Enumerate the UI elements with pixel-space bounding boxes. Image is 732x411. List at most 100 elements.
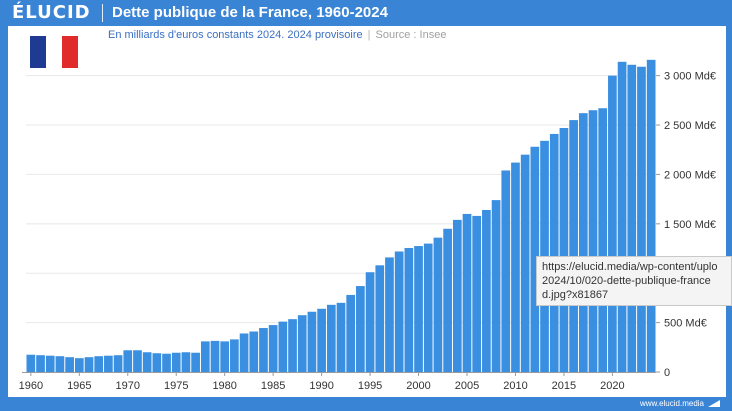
bar [520,154,530,372]
bar [65,357,74,372]
bar [637,66,646,372]
header-divider [102,4,103,22]
bar [200,341,210,372]
footer-bar: www.elucid.media [0,397,732,411]
source-text: Source : Insee [375,29,447,41]
chart-subtitle: En milliards d'euros constants 2024. 202… [108,29,446,42]
x-tick-label: 2015 [552,380,576,392]
bar [511,162,520,372]
bar [385,257,394,372]
bar [133,350,142,372]
bar [404,248,414,372]
bar [152,353,162,372]
subtitle-separator: | [367,29,371,41]
url-tooltip: https://elucid.media/wp-content/uplo 202… [536,256,732,306]
bar [346,294,356,372]
bar [45,355,55,372]
bar [356,286,365,372]
header-bar: ÉLUCID Dette publique de la France, 1960… [0,0,732,26]
bar [627,64,637,372]
y-tick-label: 1 500 Md€ [664,219,716,231]
bar [559,127,569,372]
bar [104,355,113,372]
x-tick-label: 2010 [503,380,527,392]
bar [336,302,346,372]
chart-title: Dette publique de la France, 1960-2024 [112,4,388,21]
x-tick-label: 2005 [455,380,479,392]
y-tick-label: 500 Md€ [664,318,707,330]
bar [181,352,191,372]
bar [598,108,608,373]
bar [171,352,181,372]
bar [394,251,404,372]
bar [123,350,133,372]
bar [414,246,423,372]
x-tick-label: 2020 [600,380,624,392]
bar [646,59,656,373]
bar [501,170,511,372]
y-tick-label: 3 000 Md€ [664,71,716,83]
bar [162,353,171,372]
tooltip-line: 2024/10/020-dette-publique-france [542,275,711,287]
bar [268,325,278,372]
footer-url[interactable]: www.elucid.media [639,399,704,408]
bar [462,213,472,372]
bar [55,356,65,372]
bar [230,339,239,372]
bar [569,120,578,372]
elucid-logo[interactable]: ÉLUCID [12,2,91,23]
france-flag-icon [30,36,78,68]
bar [608,75,617,373]
bar [549,133,559,372]
x-tick-label: 1985 [261,380,285,392]
bar [588,110,598,372]
y-tick-label: 0 [664,367,670,379]
x-tick-label: 1975 [164,380,188,392]
tooltip-line: d.jpg?x81867 [542,289,609,301]
bar [530,146,540,372]
x-tick-label: 1990 [309,380,333,392]
bar [326,304,336,372]
y-tick-label: 2 500 Md€ [664,120,716,132]
bar [220,341,230,372]
bar [249,331,259,372]
bar [74,358,84,372]
x-tick-label: 1980 [212,380,236,392]
elucid-mark-icon [708,400,720,407]
bar [443,228,452,372]
tooltip-line: https://elucid.media/wp-content/uplo [542,261,718,273]
bar [288,319,297,372]
bar [191,352,200,372]
bar [317,308,326,372]
bar [297,315,307,372]
bar [278,321,288,372]
bar [26,354,36,372]
flag-stripe-red [62,36,78,68]
subtitle-text: En milliards d'euros constants 2024. 202… [108,29,363,41]
bar [307,311,317,372]
x-tick-label: 1960 [19,380,43,392]
bar [84,357,94,372]
y-tick-label: 2 000 Md€ [664,169,716,181]
bar [142,352,152,372]
x-tick-label: 1995 [358,380,382,392]
bar [239,333,249,372]
bar [617,61,627,372]
flag-stripe-blue [30,36,46,68]
x-tick-label: 1965 [67,380,91,392]
bar [113,355,123,372]
bar [433,237,443,372]
bar [491,200,501,372]
x-tick-label: 1970 [116,380,140,392]
bar [578,113,588,373]
bar [472,215,482,372]
bar [365,272,375,372]
bar [452,219,462,372]
flag-stripe-white [46,36,62,68]
bar [423,243,433,372]
bar [375,265,385,372]
bar [482,209,491,372]
bar [210,340,220,372]
bar [36,355,45,372]
